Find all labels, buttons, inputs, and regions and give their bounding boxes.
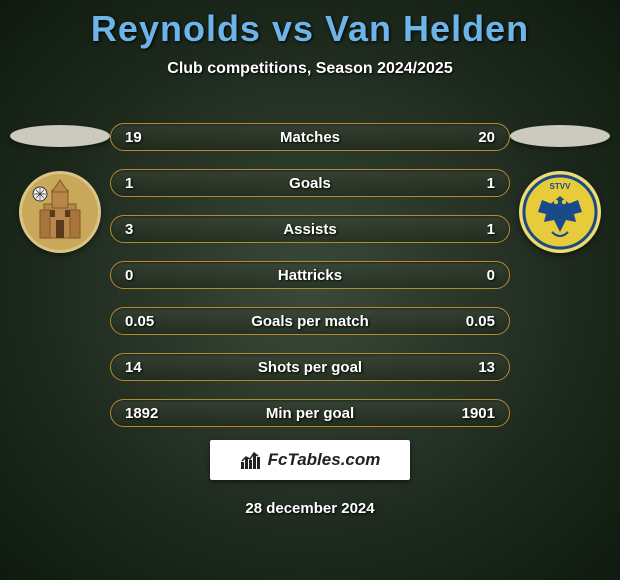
left-name-plate <box>10 125 110 147</box>
stat-right-value: 1901 <box>445 405 495 422</box>
stat-right-value: 1 <box>445 221 495 238</box>
stat-row-goals: 1 Goals 1 <box>110 169 510 197</box>
stat-label: Goals <box>175 175 445 192</box>
stat-row-shots-per-goal: 14 Shots per goal 13 <box>110 353 510 381</box>
stat-label: Shots per goal <box>175 359 445 376</box>
stat-right-value: 0 <box>445 267 495 284</box>
stat-right-value: 0.05 <box>445 313 495 330</box>
stat-left-value: 0 <box>125 267 175 284</box>
left-player-block <box>10 125 110 253</box>
stat-right-value: 13 <box>445 359 495 376</box>
stat-label: Matches <box>175 129 445 146</box>
footer-date: 28 december 2024 <box>0 500 620 517</box>
subtitle: Club competitions, Season 2024/2025 <box>0 60 620 78</box>
stat-left-value: 1 <box>125 175 175 192</box>
stat-left-value: 14 <box>125 359 175 376</box>
stat-label: Goals per match <box>175 313 445 330</box>
left-club-crest <box>19 171 101 253</box>
stats-container: 19 Matches 20 1 Goals 1 3 Assists 1 0 Ha… <box>110 123 510 445</box>
stat-label: Min per goal <box>175 405 445 422</box>
stat-label: Hattricks <box>175 267 445 284</box>
svg-text:STVV: STVV <box>550 182 572 191</box>
stat-label: Assists <box>175 221 445 238</box>
right-name-plate <box>510 125 610 147</box>
castle-crest-icon <box>22 174 98 250</box>
stat-left-value: 0.05 <box>125 313 175 330</box>
branding-badge: FcTables.com <box>210 440 410 480</box>
stat-left-value: 1892 <box>125 405 175 422</box>
stat-right-value: 1 <box>445 175 495 192</box>
stat-row-matches: 19 Matches 20 <box>110 123 510 151</box>
right-player-block: STVV <box>510 125 610 253</box>
stat-right-value: 20 <box>445 129 495 146</box>
stat-row-assists: 3 Assists 1 <box>110 215 510 243</box>
page-title: Reynolds vs Van Helden <box>0 0 620 50</box>
stat-row-min-per-goal: 1892 Min per goal 1901 <box>110 399 510 427</box>
stat-row-goals-per-match: 0.05 Goals per match 0.05 <box>110 307 510 335</box>
branding-text: FcTables.com <box>268 450 381 470</box>
stat-left-value: 3 <box>125 221 175 238</box>
bar-chart-icon <box>240 450 262 470</box>
eagle-crest-icon: STVV <box>522 174 598 250</box>
right-club-crest: STVV <box>519 171 601 253</box>
stat-left-value: 19 <box>125 129 175 146</box>
stat-row-hattricks: 0 Hattricks 0 <box>110 261 510 289</box>
